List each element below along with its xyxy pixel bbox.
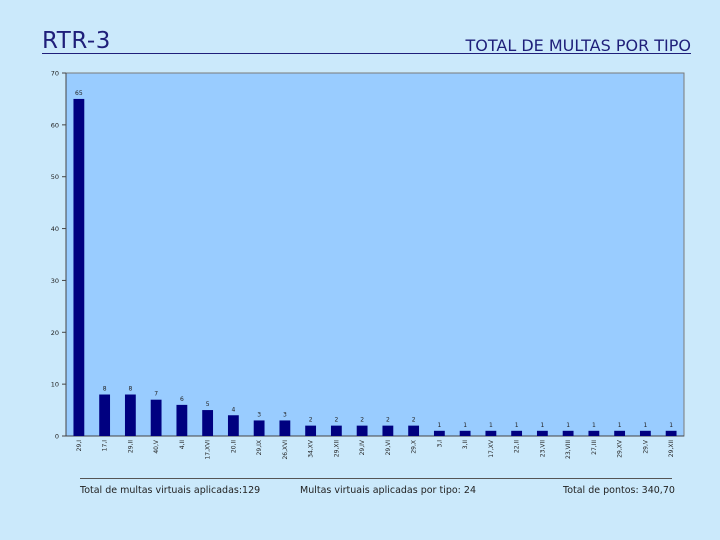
bar bbox=[305, 425, 317, 436]
x-tick-label: 4,II bbox=[179, 440, 186, 449]
data-label: 7 bbox=[154, 391, 158, 398]
x-tick-label: 29,II bbox=[127, 440, 134, 453]
data-label: 2 bbox=[309, 417, 313, 424]
data-label: 1 bbox=[437, 422, 441, 429]
y-tick-label: 30 bbox=[51, 277, 59, 285]
data-label: 1 bbox=[669, 422, 673, 429]
bar bbox=[227, 415, 239, 436]
data-label: 1 bbox=[643, 422, 647, 429]
data-label: 65 bbox=[75, 90, 83, 97]
x-tick-label: 29,X bbox=[411, 440, 418, 454]
bar bbox=[614, 430, 626, 436]
x-tick-label: 40,V bbox=[153, 439, 160, 454]
x-tick-label: 29,IV bbox=[359, 439, 366, 455]
x-tick-label: 23,VII bbox=[539, 440, 546, 457]
bar bbox=[202, 410, 214, 436]
x-tick-label: 22,II bbox=[514, 440, 521, 453]
bars-group: 65 29,I 8 17,I 8 29,II 7 40,V 6 4,II 5 17,XVI 4 20,II… bbox=[73, 90, 677, 460]
y-tick-label: 10 bbox=[51, 381, 59, 389]
data-label: 4 bbox=[231, 406, 235, 413]
x-tick-label: 29,VI bbox=[385, 440, 392, 456]
bar bbox=[279, 420, 291, 436]
bar bbox=[330, 425, 342, 436]
x-tick-label: 23,VIII bbox=[565, 440, 572, 459]
x-tick-label: 29,V bbox=[642, 439, 649, 454]
data-label: 2 bbox=[360, 417, 364, 424]
bar bbox=[408, 425, 420, 436]
bar bbox=[124, 394, 136, 436]
y-tick-label: 0 bbox=[55, 433, 59, 441]
y-tick-label: 50 bbox=[51, 173, 59, 181]
bar bbox=[73, 98, 85, 436]
title-underline bbox=[42, 53, 691, 54]
data-label: 2 bbox=[334, 417, 338, 424]
y-tick-label: 40 bbox=[51, 225, 59, 233]
footer-rule bbox=[80, 478, 672, 479]
data-label: 1 bbox=[592, 422, 596, 429]
bar bbox=[382, 425, 394, 436]
x-tick-label: 29,IX bbox=[256, 440, 263, 455]
bar bbox=[588, 430, 600, 436]
y-tick-label: 60 bbox=[51, 121, 59, 129]
x-tick-label: 17,I bbox=[102, 440, 109, 452]
bar bbox=[150, 399, 162, 436]
bar bbox=[511, 430, 523, 436]
chart-heading: TOTAL DE MULTAS POR TIPO bbox=[465, 36, 691, 55]
footer-total-multas: Total de multas virtuais aplicadas:129 bbox=[80, 485, 261, 496]
footer-total-pontos: Total de pontos: 340,70 bbox=[563, 485, 675, 496]
bar bbox=[356, 425, 368, 436]
x-tick-label: 29,I bbox=[76, 440, 83, 452]
y-axis: 0 10 20 30 40 50 60 70 bbox=[51, 70, 684, 441]
data-label: 1 bbox=[489, 422, 493, 429]
bar bbox=[253, 420, 265, 436]
bar bbox=[639, 430, 651, 436]
footer-multas-por-tipo: Multas virtuais aplicadas por tipo: 24 bbox=[300, 485, 476, 496]
bar bbox=[562, 430, 574, 436]
bar bbox=[665, 430, 677, 436]
data-label: 1 bbox=[566, 422, 570, 429]
data-label: 5 bbox=[206, 401, 210, 408]
data-label: 1 bbox=[540, 422, 544, 429]
x-tick-label: 29,XV bbox=[617, 439, 624, 458]
x-tick-label: 29,XII bbox=[333, 440, 340, 457]
data-label: 6 bbox=[180, 396, 184, 403]
x-tick-label: 29,XII bbox=[668, 440, 675, 457]
data-label: 8 bbox=[103, 386, 107, 393]
data-label: 8 bbox=[128, 386, 132, 393]
x-tick-label: 20,II bbox=[230, 440, 237, 453]
y-tick-label: 70 bbox=[51, 70, 59, 78]
x-tick-label: 3,I bbox=[436, 440, 443, 448]
data-label: 2 bbox=[386, 417, 390, 424]
x-tick-label: 26,XVI bbox=[282, 440, 289, 460]
data-label: 1 bbox=[515, 422, 519, 429]
bar bbox=[485, 430, 497, 436]
data-label: 3 bbox=[283, 411, 287, 418]
bar bbox=[99, 394, 111, 436]
x-tick-label: 17,XV bbox=[488, 439, 495, 458]
data-label: 2 bbox=[412, 417, 416, 424]
bar bbox=[176, 404, 188, 436]
data-label: 1 bbox=[463, 422, 467, 429]
plot-area bbox=[65, 72, 685, 437]
x-tick-label: 3,II bbox=[462, 440, 469, 449]
bar bbox=[459, 430, 471, 436]
data-label: 1 bbox=[618, 422, 622, 429]
bar bbox=[536, 430, 548, 436]
y-tick-label: 20 bbox=[51, 329, 59, 337]
x-tick-label: 27,III bbox=[591, 440, 598, 455]
x-tick-label: 17,XVI bbox=[205, 440, 212, 460]
data-label: 3 bbox=[257, 411, 261, 418]
bar bbox=[433, 430, 445, 436]
slide-title: RTR-3 bbox=[42, 28, 111, 54]
x-tick-label: 34,XV bbox=[308, 439, 315, 458]
